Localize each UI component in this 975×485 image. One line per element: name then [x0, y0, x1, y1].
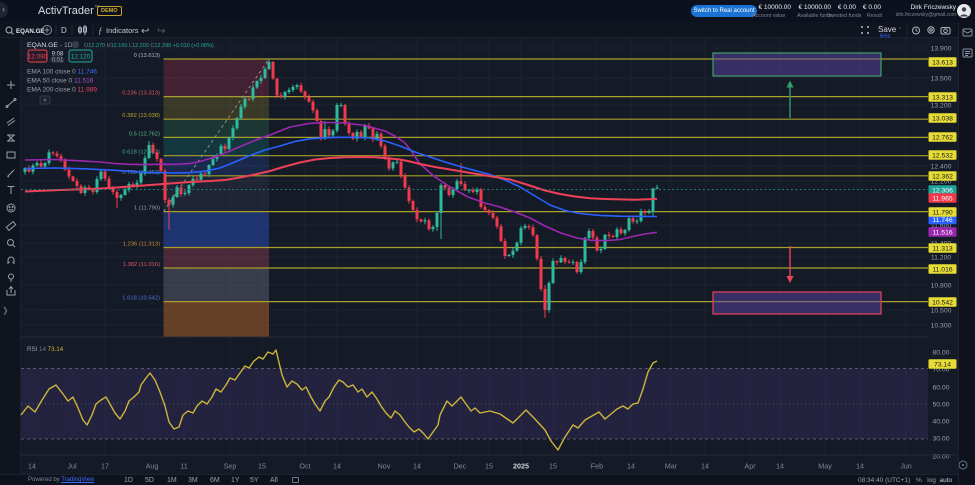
svg-text:May: May	[818, 462, 832, 471]
svg-text:Mar: Mar	[665, 462, 678, 471]
svg-text:˄: ˄	[43, 99, 47, 105]
svg-text:❱: ❱	[2, 306, 9, 315]
svg-text:↪: ↪	[157, 26, 165, 37]
svg-text:60.00: 60.00	[932, 385, 949, 392]
svg-text:13.038: 13.038	[932, 116, 953, 123]
svg-text:D: D	[61, 26, 67, 35]
svg-text:Sep: Sep	[224, 462, 237, 471]
svg-text:10.800: 10.800	[931, 283, 952, 290]
svg-text:20.00: 20.00	[932, 454, 949, 461]
svg-text:EMA 100 close 0 11.746: EMA 100 close 0 11.746	[27, 69, 97, 76]
svg-text:Apr: Apr	[744, 462, 756, 471]
svg-text:11.790: 11.790	[932, 210, 953, 217]
svg-text:12.532: 12.532	[932, 153, 953, 160]
svg-text:73.14: 73.14	[934, 362, 951, 369]
svg-text:Dec: Dec	[454, 462, 467, 471]
svg-text:17: 17	[101, 462, 109, 471]
svg-text:15: 15	[485, 462, 493, 471]
svg-text:12.306: 12.306	[932, 188, 953, 195]
svg-text:11: 11	[180, 462, 187, 471]
svg-text:Aug: Aug	[146, 462, 159, 471]
svg-text:13.500: 13.500	[931, 76, 952, 83]
svg-text:10.542: 10.542	[932, 300, 953, 307]
svg-text:0.618 (12.532): 0.618 (12.532)	[122, 150, 160, 156]
svg-text:14: 14	[627, 462, 635, 471]
svg-text:12.400: 12.400	[931, 164, 952, 171]
svg-text:0.382 (13.038): 0.382 (13.038)	[122, 113, 160, 119]
svg-text:EMA 50 close 0 11.516: EMA 50 close 0 11.516	[27, 78, 94, 85]
svg-text:RSI 14 73.14: RSI 14 73.14	[27, 346, 64, 353]
svg-text:14: 14	[333, 462, 341, 471]
svg-text:11.746: 11.746	[932, 217, 953, 224]
svg-text:11.016: 11.016	[932, 267, 953, 274]
svg-text:14: 14	[413, 462, 421, 471]
svg-text:11.516: 11.516	[932, 230, 953, 237]
svg-text:50.00: 50.00	[932, 402, 949, 409]
svg-text:40.00: 40.00	[932, 419, 949, 426]
svg-text:ˇ: ˇ	[899, 28, 902, 35]
svg-text:12.762: 12.762	[932, 135, 953, 142]
svg-text:12.120: 12.120	[71, 53, 91, 60]
svg-text:Feb: Feb	[591, 462, 603, 471]
svg-text:EQAN.GE: EQAN.GE	[16, 28, 45, 35]
svg-text:1 (11.790): 1 (11.790)	[134, 206, 160, 212]
svg-text:80.00: 80.00	[932, 350, 949, 357]
svg-text:11.200: 11.200	[931, 255, 952, 262]
svg-text:EQAN.GE - 1D: EQAN.GE - 1D	[27, 42, 73, 49]
svg-text:14: 14	[776, 462, 784, 471]
svg-text:Indicators: Indicators	[106, 26, 139, 35]
svg-text:9:08: 9:08	[52, 52, 64, 58]
svg-text:10.300: 10.300	[931, 323, 952, 330]
svg-text:10.500: 10.500	[931, 308, 952, 315]
svg-text:Oct: Oct	[299, 462, 310, 471]
svg-text:Save: Save	[878, 25, 897, 34]
svg-text:12.362: 12.362	[932, 174, 953, 181]
svg-text:0.01: 0.01	[52, 58, 64, 64]
svg-text:Nov: Nov	[378, 462, 391, 471]
svg-text:ƒ: ƒ	[98, 26, 103, 36]
svg-text:11.313: 11.313	[932, 246, 953, 253]
svg-text:12.200: 12.200	[931, 179, 952, 186]
svg-text:0.236 (13.313): 0.236 (13.313)	[122, 91, 160, 97]
svg-text:EMA 200 close 0 11.989: EMA 200 close 0 11.989	[27, 87, 97, 94]
svg-text:70.00: 70.00	[932, 367, 949, 374]
svg-text:15: 15	[549, 462, 557, 471]
svg-text:14: 14	[856, 462, 864, 471]
svg-text:1.382 (11.016): 1.382 (11.016)	[123, 262, 160, 268]
svg-text:11.600: 11.600	[931, 223, 952, 230]
svg-text:Jul: Jul	[67, 462, 77, 471]
svg-text:0 (13.613): 0 (13.613)	[134, 53, 160, 59]
svg-text:1.618 (10.542): 1.618 (10.542)	[122, 296, 160, 302]
svg-text:15: 15	[258, 462, 266, 471]
svg-text:13.613: 13.613	[932, 60, 953, 67]
svg-text:30.00: 30.00	[932, 436, 949, 443]
svg-text:Beta: Beta	[880, 34, 891, 39]
svg-text:13.900: 13.900	[931, 46, 952, 53]
svg-text:2025: 2025	[513, 462, 529, 471]
svg-text:13.313: 13.313	[932, 95, 953, 102]
svg-text:11.965: 11.965	[932, 196, 953, 203]
svg-text:14: 14	[701, 462, 709, 471]
svg-text:13.200: 13.200	[931, 103, 952, 110]
svg-text:O12.270 H12.160 L12.200 C12.29: O12.270 H12.160 L12.200 C12.290 +0.010 (…	[84, 43, 214, 49]
svg-text:Jun: Jun	[900, 462, 912, 471]
svg-text:1.236 (11.313): 1.236 (11.313)	[123, 242, 160, 248]
svg-text:↩: ↩	[141, 26, 149, 37]
svg-text:12.090: 12.090	[28, 53, 48, 60]
svg-text:14: 14	[28, 462, 36, 471]
svg-text:0.5 (12.762): 0.5 (12.762)	[129, 131, 160, 137]
